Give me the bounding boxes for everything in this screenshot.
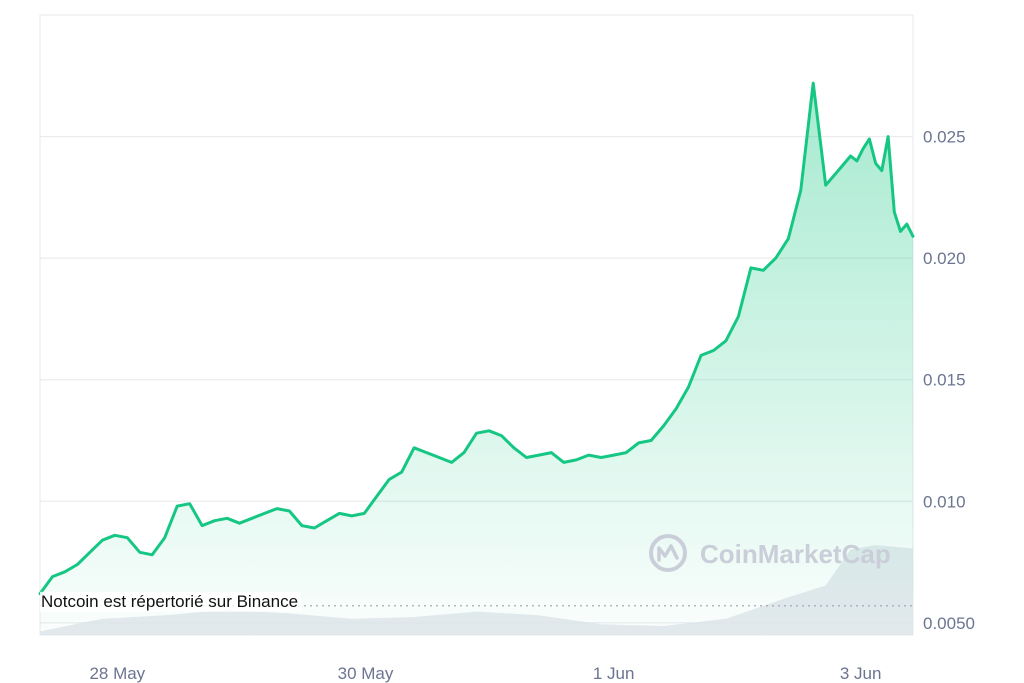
annotation-label-bg <box>40 591 301 612</box>
price-area-layer <box>40 83 913 636</box>
y-tick-label: 0.010 <box>923 492 966 511</box>
price-area <box>40 83 913 636</box>
coinmarketcap-logo-icon <box>649 534 687 572</box>
annotation-label: Notcoin est répertorié sur Binance <box>41 592 298 611</box>
annotation-layer: Notcoin est répertorié sur Binance <box>40 591 913 612</box>
price-line <box>38 81 915 596</box>
y-tick-label: 0.025 <box>923 128 966 147</box>
price-line-layer <box>38 81 915 596</box>
y-tick-label: 0.020 <box>923 249 966 268</box>
x-tick-label: 1 Jun <box>593 664 635 683</box>
y-axis-ticks: 0.025 0.020 0.015 0.010 0.0050 <box>923 128 975 633</box>
watermark: CoinMarketCap <box>649 534 891 572</box>
watermark-text: CoinMarketCap <box>700 539 891 569</box>
x-tick-label: 3 Jun <box>840 664 882 683</box>
x-tick-label: 28 May <box>89 664 145 683</box>
x-axis-ticks: 28 May 30 May 1 Jun 3 Jun <box>89 664 881 683</box>
y-tick-label: 0.0050 <box>923 614 975 633</box>
x-tick-label: 30 May <box>338 664 394 683</box>
y-tick-label: 0.015 <box>923 371 966 390</box>
